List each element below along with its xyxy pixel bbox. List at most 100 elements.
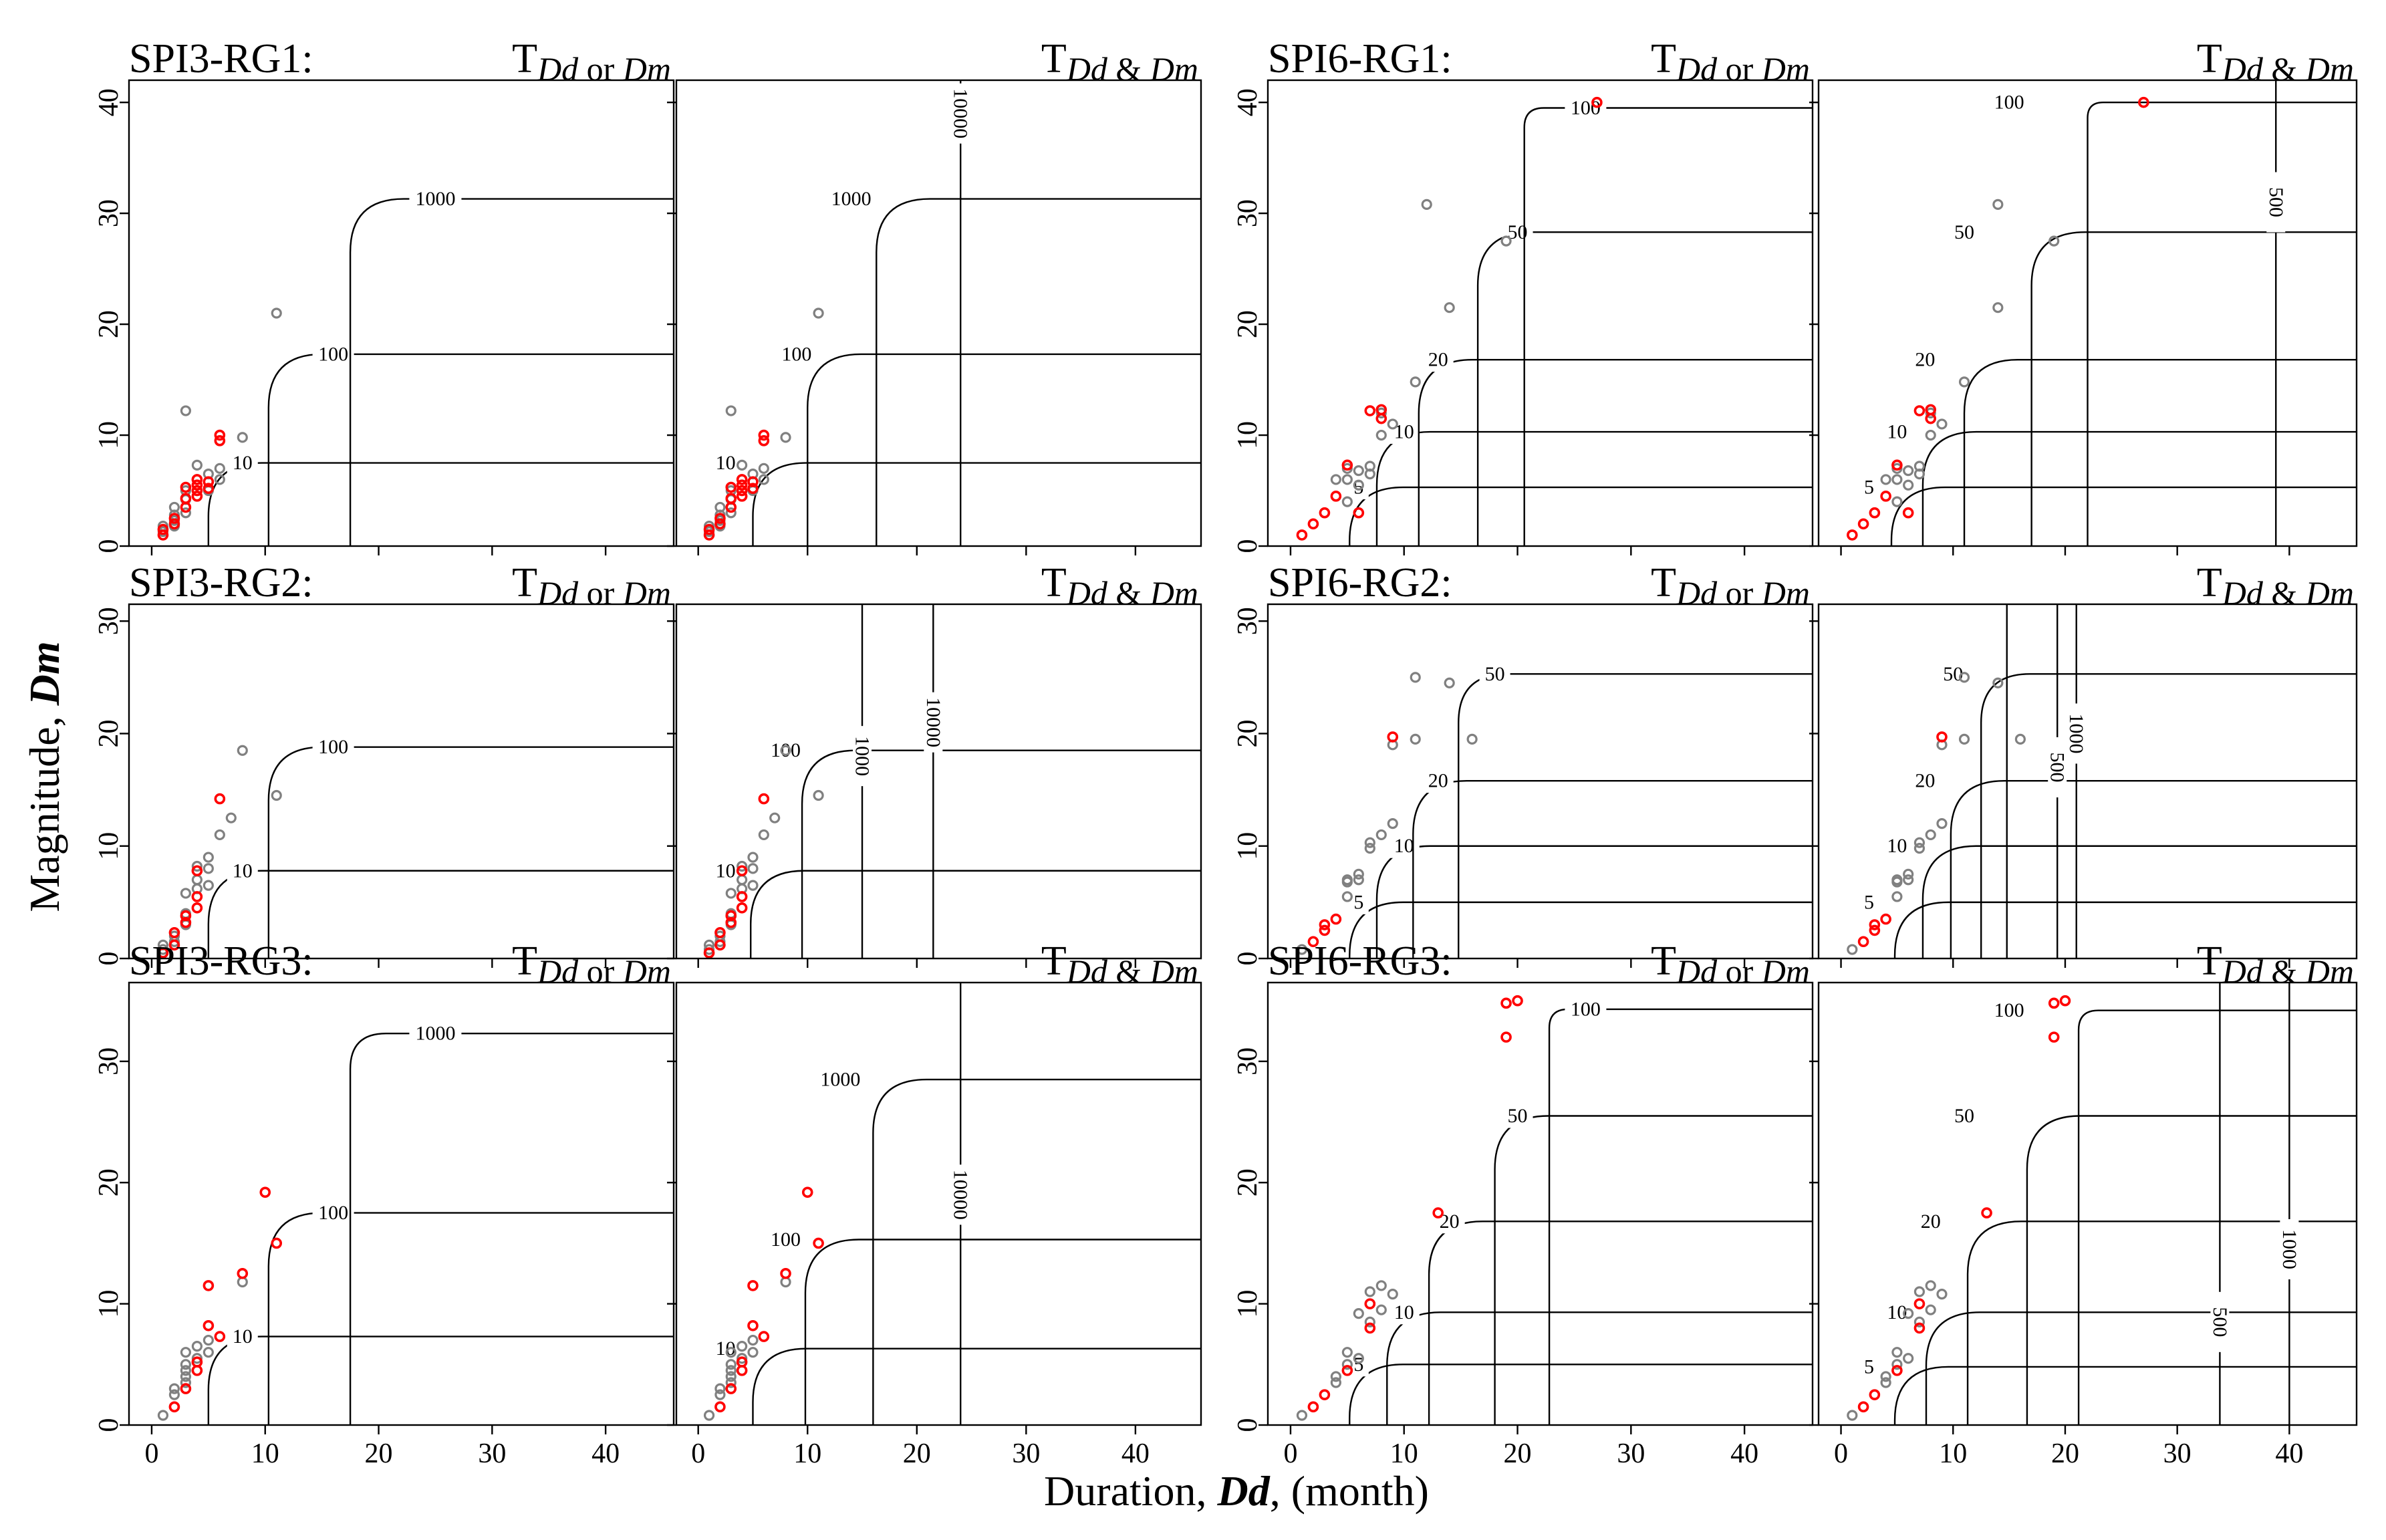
panel-spi3_rg3_or: 10 100 1000 0 10 20 30 0 10 20 30 40 SPI3-RG3: TDd or… (94, 938, 675, 1469)
gray-point (1925, 1304, 1936, 1315)
panel-spi6_rg1_and: 5 10 20 50 100 500 TDd & Dm (1809, 36, 2358, 555)
red-point (191, 902, 203, 914)
contour-label-1000: 1000 (831, 188, 872, 210)
y-tick-label: 0 (94, 1418, 124, 1432)
gray-point (1387, 418, 1398, 430)
gray-point (191, 860, 203, 872)
red-point (271, 1237, 283, 1249)
gray-point (714, 1383, 726, 1394)
header-part-sub2: Dm (2305, 574, 2354, 612)
red-point (1891, 459, 1903, 471)
gray-point (1353, 874, 1364, 886)
contour-label-bg (924, 692, 943, 753)
gray-point (1992, 302, 2004, 313)
contour-line-1000 (349, 198, 674, 546)
red-point (168, 927, 180, 938)
contour-label-bg (227, 451, 258, 475)
contour-label-bg (1909, 348, 1941, 372)
contour-label-1000: 1000 (415, 188, 455, 210)
panel-title: SPI6-RG2: (1268, 560, 1452, 606)
contour-label-bg (853, 726, 872, 787)
gray-point (1341, 1359, 1353, 1370)
y-axis-title-part1: Magnitude, (21, 705, 68, 912)
header-part-T: T (1041, 560, 1067, 606)
red-point (1857, 936, 1869, 948)
red-point (157, 523, 169, 535)
y-tick-label: 20 (1232, 1168, 1263, 1196)
panel-spi3_rg1_and: 10 100 1000 10000 TDd & Dm (667, 36, 1202, 555)
header-part-mid: or (1717, 574, 1762, 612)
red-point (725, 493, 737, 504)
y-tick-label: 10 (1232, 421, 1263, 449)
gray-point (1925, 429, 1936, 441)
red-point (180, 910, 192, 922)
x-axis-title-part2: Dd (1217, 1467, 1271, 1515)
x-tick-label: 0 (144, 1438, 158, 1469)
red-point (1880, 491, 1891, 502)
header-part-mid: or (1717, 952, 1762, 990)
gray-point (813, 307, 824, 319)
red-point (714, 513, 726, 524)
y-tick-label: 20 (1232, 310, 1263, 338)
header-part-sub2: Dm (622, 50, 671, 88)
y-tick-label: 40 (94, 88, 124, 116)
header-part-mid: or (578, 574, 623, 612)
gray-point (714, 1389, 726, 1400)
gray-point (1891, 1347, 1903, 1358)
gray-point (1903, 1308, 1914, 1319)
panel-header-or: TDd or Dm (1651, 36, 1810, 88)
gray-point (237, 432, 248, 443)
header-part-mid: or (578, 952, 623, 990)
contour-label-10: 10 (1887, 421, 1907, 443)
gray-point (1387, 1289, 1398, 1300)
red-point (1869, 919, 1881, 930)
contour-line-100 (1548, 1008, 1813, 1425)
panel-header-or: TDd or Dm (1651, 560, 1810, 612)
gray-point (214, 474, 225, 485)
y-tick-label: 20 (94, 719, 124, 747)
contour-label-5: 5 (1864, 477, 1874, 499)
red-point (1307, 1401, 1319, 1413)
panel-frame (128, 603, 675, 960)
header-part-sub1: Dd (537, 50, 579, 88)
red-point (736, 1356, 748, 1368)
gray-point (180, 1365, 191, 1376)
x-tick-label: 20 (1504, 1438, 1532, 1469)
red-point (1319, 924, 1331, 936)
red-point (1330, 491, 1342, 502)
gray-point (737, 860, 748, 872)
contour-label-100: 100 (1571, 97, 1601, 119)
red-point (736, 865, 748, 877)
red-point (703, 523, 715, 535)
contour-label-bg (1881, 420, 1913, 444)
x-tick-label: 20 (365, 1438, 393, 1469)
gray-point (780, 745, 791, 756)
contour-line-5 (1349, 901, 1813, 958)
red-point (191, 474, 203, 485)
gray-point (271, 789, 282, 801)
gray-point (747, 863, 759, 874)
x-tick-label: 30 (2163, 1438, 2192, 1469)
contour-label-bg (2280, 1219, 2299, 1280)
y-tick-label: 20 (1232, 719, 1263, 747)
contour-label-10: 10 (716, 860, 736, 882)
contour-label-20: 20 (1915, 770, 1935, 792)
y-tick-label: 10 (94, 421, 124, 449)
gray-point (737, 1341, 748, 1352)
red-point (758, 1331, 770, 1342)
red-point (237, 1267, 249, 1279)
red-point (801, 1186, 813, 1198)
header-part-sub1: Dd (2222, 574, 2264, 612)
gray-point (1296, 1410, 1308, 1421)
gray-point (180, 507, 191, 519)
red-point (1364, 1322, 1376, 1334)
contour-label-10: 10 (233, 1325, 253, 1348)
gray-point (725, 507, 737, 519)
header-part-T: T (1651, 560, 1676, 606)
panel-header-or: TDd or Dm (512, 36, 671, 88)
